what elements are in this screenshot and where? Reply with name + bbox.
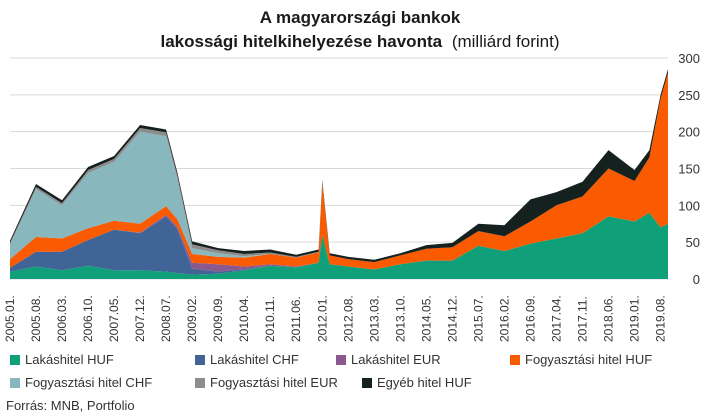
legend-item: Egyéb hitel HUF: [362, 375, 472, 390]
chart-title-line1: A magyarországi bankok: [260, 8, 461, 27]
legend-label: Fogyasztási hitel CHF: [25, 375, 153, 390]
legend-item: Fogyasztási hitel EUR: [195, 375, 338, 390]
x-tick-label: 2006.03.: [55, 295, 69, 342]
x-tick-label: 2019.01.: [628, 295, 642, 342]
x-tick-label: 2019.08.: [654, 295, 668, 342]
legend-label: Lakáshitel EUR: [351, 352, 441, 367]
area-series-0: [10, 212, 668, 279]
area-series-1: [10, 212, 668, 275]
x-tick-label: 2017.11.: [576, 296, 590, 342]
y-tick-label: 0: [693, 272, 700, 287]
legend-swatch: [510, 354, 520, 365]
legend-label: Lakáshitel HUF: [25, 352, 114, 367]
x-tick-label: 2014.12.: [445, 295, 459, 342]
x-tick-label: 2012.01.: [315, 295, 329, 342]
x-tick-label: 2012.08.: [341, 295, 355, 342]
legend-swatch: [336, 354, 346, 365]
x-tick-label: 2014.05.: [419, 295, 433, 342]
legend-label: Fogyasztási hitel EUR: [210, 375, 338, 390]
chart-title-bold: lakossági hitelkihelyezése havonta: [161, 32, 443, 51]
legend-swatch: [195, 377, 205, 388]
legend-item: Fogyasztási hitel HUF: [510, 352, 652, 367]
legend-swatch: [362, 377, 372, 388]
legend-item: Fogyasztási hitel CHF: [10, 375, 152, 390]
x-tick-label: 2007.05.: [107, 295, 121, 342]
legend-label: Lakáshitel CHF: [210, 352, 299, 367]
x-tick-label: 2016.09.: [524, 295, 538, 342]
x-tick-label: 2007.12.: [133, 295, 147, 342]
x-tick-label: 2017.04.: [550, 295, 564, 342]
y-tick-label: 50: [686, 235, 700, 250]
x-tick-label: 2005.08.: [29, 295, 43, 342]
x-tick-label: 2005.01.: [3, 295, 17, 342]
legend-item: Lakáshitel CHF: [195, 352, 299, 367]
y-tick-label: 100: [678, 198, 700, 213]
legend-swatch: [10, 377, 20, 388]
y-axis: 0 50 100 150 200 250 300: [678, 51, 700, 287]
chart-title-unit: (milliárd forint): [452, 32, 560, 51]
area-series-3: [10, 72, 668, 270]
x-tick-label: 2013.03.: [367, 295, 381, 342]
area-series: [10, 69, 668, 279]
x-tick-label: 2018.06.: [602, 295, 616, 342]
y-tick-label: 150: [678, 162, 700, 177]
x-tick-label: 2006.10.: [81, 295, 95, 342]
x-tick-label: 2010.11.: [263, 296, 277, 342]
x-tick-label: 2016.02.: [497, 295, 511, 342]
chart-title-line2: lakossági hitelkihelyezése havonta (mill…: [161, 32, 560, 51]
y-tick-label: 200: [678, 125, 700, 140]
y-tick-label: 300: [678, 51, 700, 66]
x-tick-label: 2009.02.: [185, 295, 199, 342]
source-note: Forrás: MNB, Portfolio: [6, 398, 135, 413]
x-tick-label: 2010.04.: [237, 295, 251, 342]
legend-label: Egyéb hitel HUF: [377, 375, 472, 390]
x-tick-label: 2013.10.: [393, 295, 407, 342]
legend-label: Fogyasztási hitel HUF: [525, 352, 653, 367]
area-series-4: [10, 72, 668, 263]
legend-item: Lakáshitel EUR: [336, 352, 441, 367]
x-tick-label: 2015.07.: [471, 295, 485, 342]
x-tick-label: 2009.09.: [211, 295, 225, 342]
x-tick-label: 2011.06.: [289, 296, 303, 342]
legend-swatch: [10, 354, 20, 365]
x-axis: 2005.01. 2005.08. 2006.03. 2006.10. 2007.05.…: [3, 295, 668, 342]
x-tick-label: 2008.07.: [159, 295, 173, 342]
legend-swatch: [195, 354, 205, 365]
legend-item: Lakáshitel HUF: [10, 352, 114, 367]
y-tick-label: 250: [678, 88, 700, 103]
